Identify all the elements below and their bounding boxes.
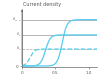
Text: $i_{l_{1+2}}$: $i_{l_{1+2}}$ xyxy=(12,16,21,24)
Text: $i_{l_1}$: $i_{l_1}$ xyxy=(16,45,21,53)
Text: $i_{l_2}$: $i_{l_2}$ xyxy=(16,31,21,39)
Text: Current density: Current density xyxy=(23,2,61,7)
